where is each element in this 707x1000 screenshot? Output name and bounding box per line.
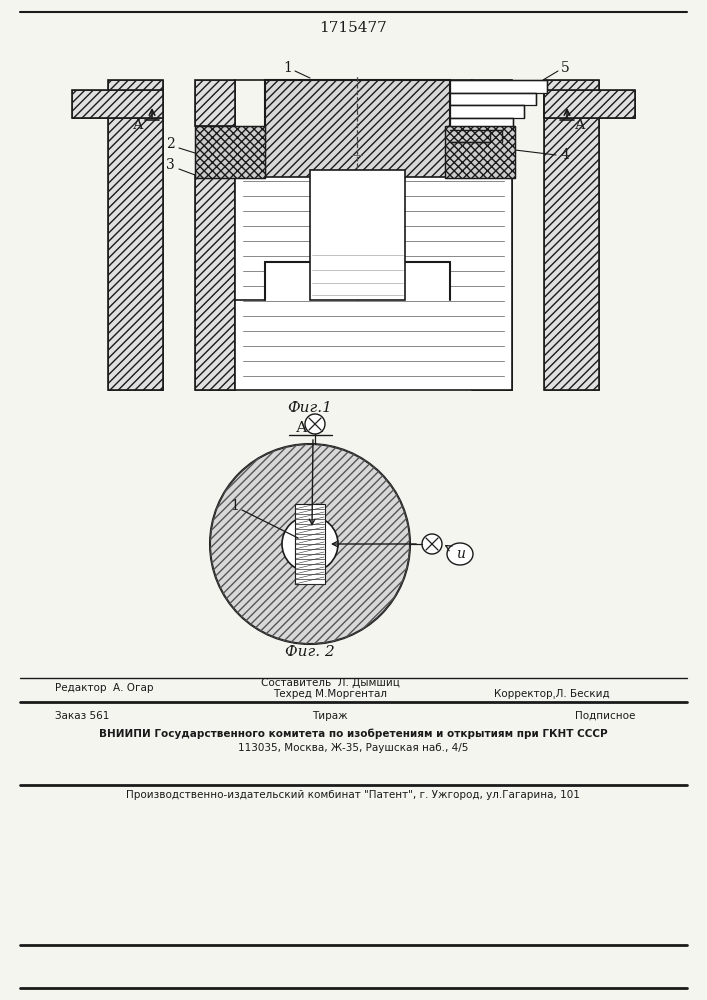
Text: Техред М.Моргентал: Техред М.Моргентал xyxy=(273,689,387,699)
Text: 4: 4 xyxy=(561,148,569,162)
Circle shape xyxy=(422,534,442,554)
Bar xyxy=(472,80,512,126)
Bar xyxy=(265,262,450,300)
Text: 113035, Москва, Ж-35, Раушская наб., 4/5: 113035, Москва, Ж-35, Раушская наб., 4/5 xyxy=(238,743,468,753)
Circle shape xyxy=(282,516,338,572)
Bar xyxy=(450,93,536,105)
Bar xyxy=(544,80,599,390)
Text: Редактор  А. Огар: Редактор А. Огар xyxy=(55,683,153,693)
Bar xyxy=(472,80,512,126)
Bar xyxy=(265,80,450,300)
Bar xyxy=(295,504,325,584)
Bar xyxy=(544,80,599,390)
Text: 5: 5 xyxy=(561,61,569,75)
Bar xyxy=(72,90,163,118)
Bar xyxy=(195,126,265,178)
Bar xyxy=(450,105,524,118)
Bar xyxy=(108,80,163,390)
Bar xyxy=(472,175,512,390)
Bar xyxy=(195,80,235,126)
Text: Тираж: Тираж xyxy=(312,711,348,721)
Ellipse shape xyxy=(447,543,473,565)
Text: 1: 1 xyxy=(284,61,293,75)
Text: Производственно-издательский комбинат "Патент", г. Ужгород, ул.Гагарина, 101: Производственно-издательский комбинат "П… xyxy=(126,790,580,800)
Bar xyxy=(108,80,163,390)
Text: u: u xyxy=(455,547,464,561)
Bar xyxy=(544,90,635,118)
Bar xyxy=(450,118,513,130)
Bar xyxy=(450,80,547,93)
Circle shape xyxy=(210,444,410,644)
Bar xyxy=(195,126,265,178)
Bar xyxy=(445,126,515,178)
Text: ВНИИПИ Государственного комитета по изобретениям и открытиям при ГКНТ СССР: ВНИИПИ Государственного комитета по изоб… xyxy=(99,729,607,739)
Text: Фиг. 2: Фиг. 2 xyxy=(285,645,335,659)
Bar xyxy=(195,80,235,126)
Text: А: А xyxy=(575,118,585,132)
Bar xyxy=(544,90,635,118)
Bar xyxy=(310,170,405,300)
Bar xyxy=(450,130,502,142)
Text: 2: 2 xyxy=(165,137,175,151)
Text: 1: 1 xyxy=(230,499,240,513)
Bar xyxy=(265,80,450,300)
Text: 3: 3 xyxy=(165,158,175,172)
Text: А-А: А-А xyxy=(296,421,324,435)
Text: КорректорˌЛ. Бескид: КорректорˌЛ. Бескид xyxy=(494,689,610,699)
Text: Составитель  Л. Дымшиц: Составитель Л. Дымшиц xyxy=(261,678,399,688)
Text: А: А xyxy=(133,118,144,132)
Bar xyxy=(472,175,512,390)
Circle shape xyxy=(305,414,325,434)
Bar xyxy=(235,177,512,390)
Bar xyxy=(72,90,163,118)
Text: Заказ 561: Заказ 561 xyxy=(55,711,110,721)
Text: Фиг.1: Фиг.1 xyxy=(288,401,332,415)
Bar xyxy=(195,175,235,390)
Bar xyxy=(195,175,235,390)
Text: Подписное: Подписное xyxy=(575,711,636,721)
Bar xyxy=(445,126,515,178)
Text: 1715477: 1715477 xyxy=(319,21,387,35)
